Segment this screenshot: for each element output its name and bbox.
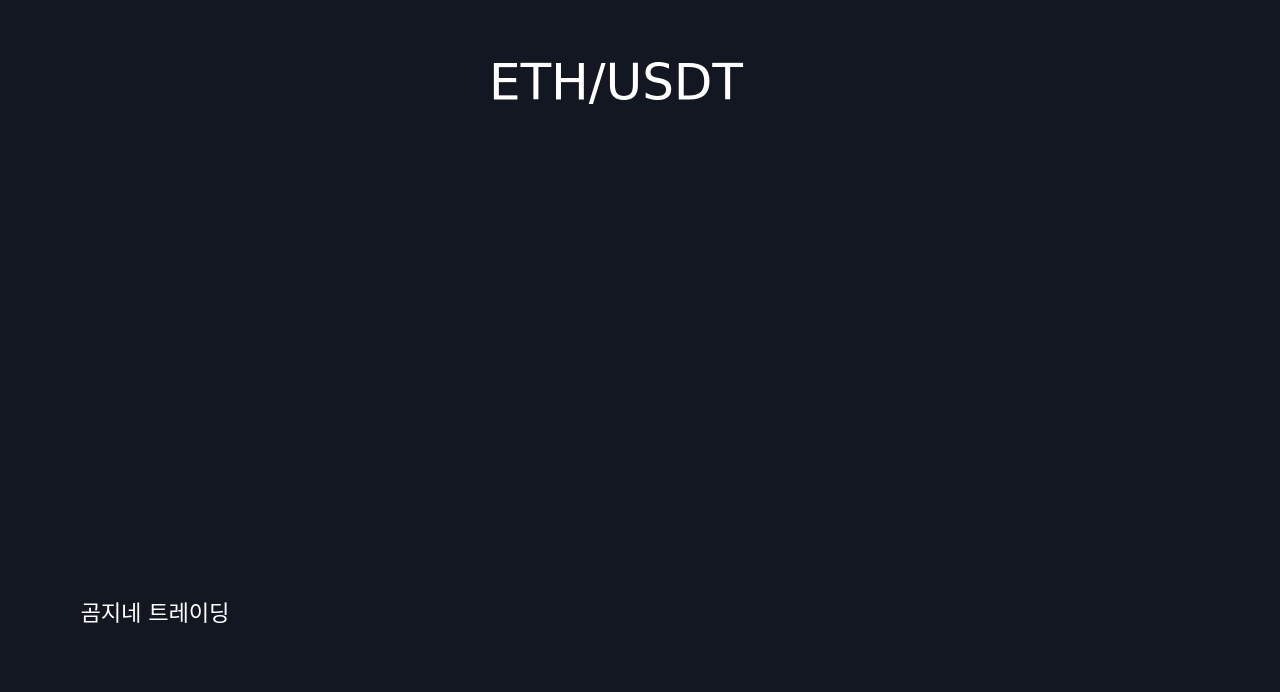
watermark: 곰지네 트레이딩 xyxy=(81,602,230,627)
chart-title: ETH/USDT xyxy=(489,54,743,112)
